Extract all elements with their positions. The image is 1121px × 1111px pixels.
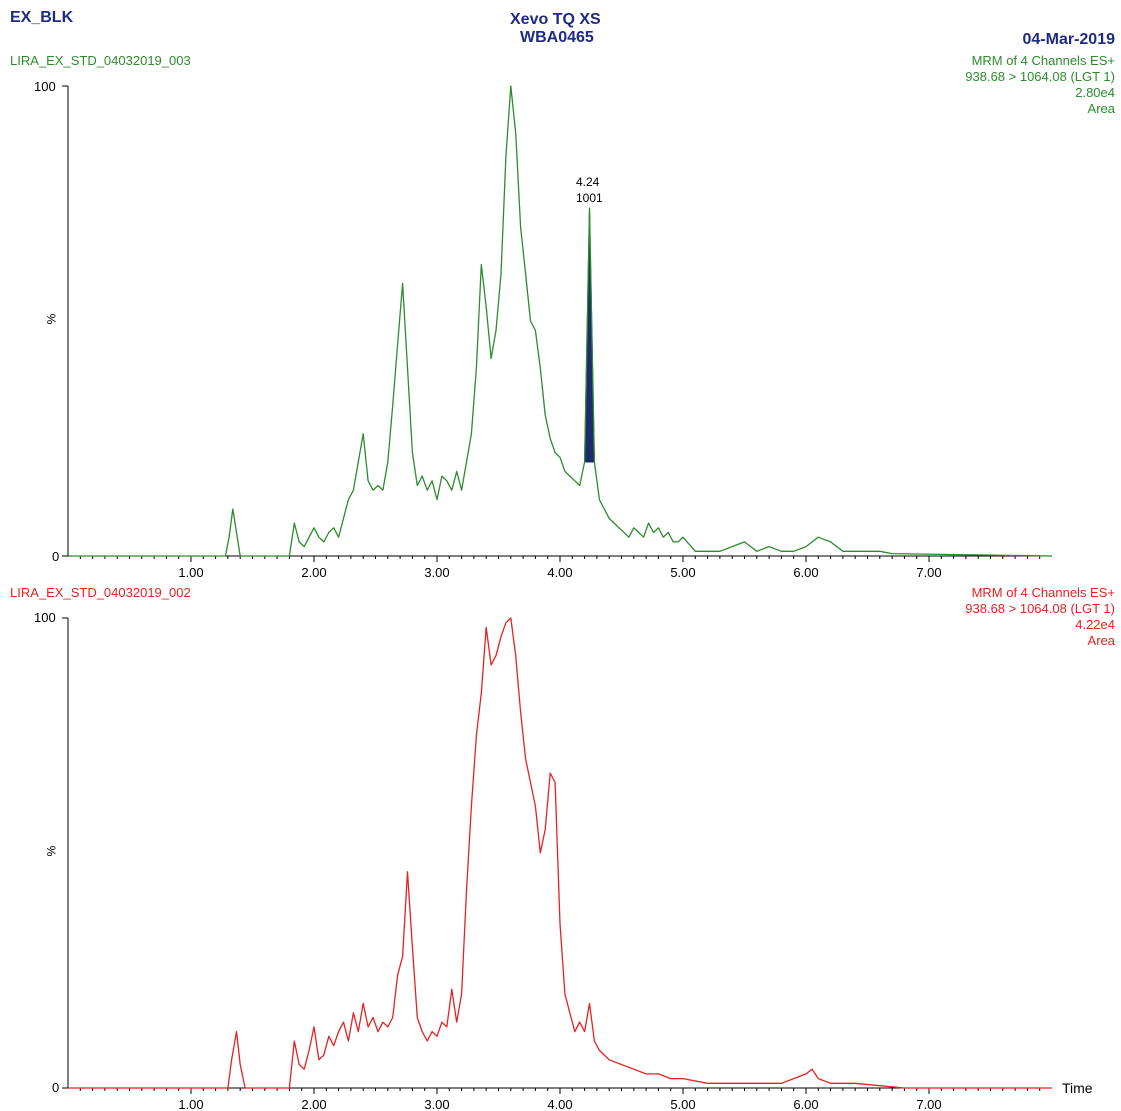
bottom-trace-line bbox=[68, 617, 1052, 1089]
bottom-x-tick-label: 4.00 bbox=[547, 1097, 572, 1111]
run-date: 04-Mar-2019 bbox=[1022, 31, 1116, 48]
bottom-x-tick-label: 2.00 bbox=[301, 1097, 326, 1111]
top-x-tick-label: 6.00 bbox=[793, 565, 818, 580]
top-x-tick-label: 5.00 bbox=[670, 565, 695, 580]
top-channel-info: MRM of 4 Channels ES+ bbox=[971, 53, 1115, 68]
top-x-tick-label: 2.00 bbox=[301, 565, 326, 580]
top-sample-name: LIRA_EX_STD_04032019_003 bbox=[10, 53, 191, 68]
bottom-y-max-label: 100 bbox=[34, 610, 56, 625]
page-title: EX_BLK bbox=[10, 9, 74, 26]
top-x-tick-label: 3.00 bbox=[424, 565, 449, 580]
bottom-intensity: 4.22e4 bbox=[1075, 617, 1115, 632]
top-intensity: 2.80e4 bbox=[1075, 85, 1115, 100]
top-x-tick-label: 1.00 bbox=[178, 565, 203, 580]
bottom-x-tick-label: 7.00 bbox=[916, 1097, 941, 1111]
bottom-transition: 938.68 > 1064.08 (LGT 1) bbox=[965, 601, 1115, 616]
peak-area-label: 1001 bbox=[576, 191, 603, 205]
bottom-y-min-label: 0 bbox=[52, 1080, 60, 1095]
top-x-tick-label: 4.00 bbox=[547, 565, 572, 580]
peak-rt-label: 4.24 bbox=[576, 175, 600, 189]
top-area-label: Area bbox=[1087, 101, 1115, 116]
bottom-x-tick-label: 3.00 bbox=[424, 1097, 449, 1111]
instrument-name: Xevo TQ XS bbox=[510, 11, 601, 28]
bottom-channel-info: MRM of 4 Channels ES+ bbox=[971, 585, 1115, 600]
bottom-x-tick-label: 6.00 bbox=[793, 1097, 818, 1111]
instrument-serial: WBA0465 bbox=[520, 29, 594, 46]
top-y-min-label: 0 bbox=[52, 549, 60, 564]
bottom-area-label: Area bbox=[1087, 633, 1115, 648]
bottom-sample-name: LIRA_EX_STD_04032019_002 bbox=[10, 585, 191, 600]
bottom-x-tick-label: 5.00 bbox=[670, 1097, 695, 1111]
integrated-peak-area bbox=[584, 208, 595, 463]
top-trace-line bbox=[68, 85, 1053, 557]
top-y-max-label: 100 bbox=[34, 79, 56, 94]
top-transition: 938.68 > 1064.08 (LGT 1) bbox=[965, 69, 1115, 84]
bottom-x-tick-label: 1.00 bbox=[178, 1097, 203, 1111]
x-axis-label: Time bbox=[1062, 1080, 1093, 1096]
top-x-tick-label: 7.00 bbox=[916, 565, 941, 580]
